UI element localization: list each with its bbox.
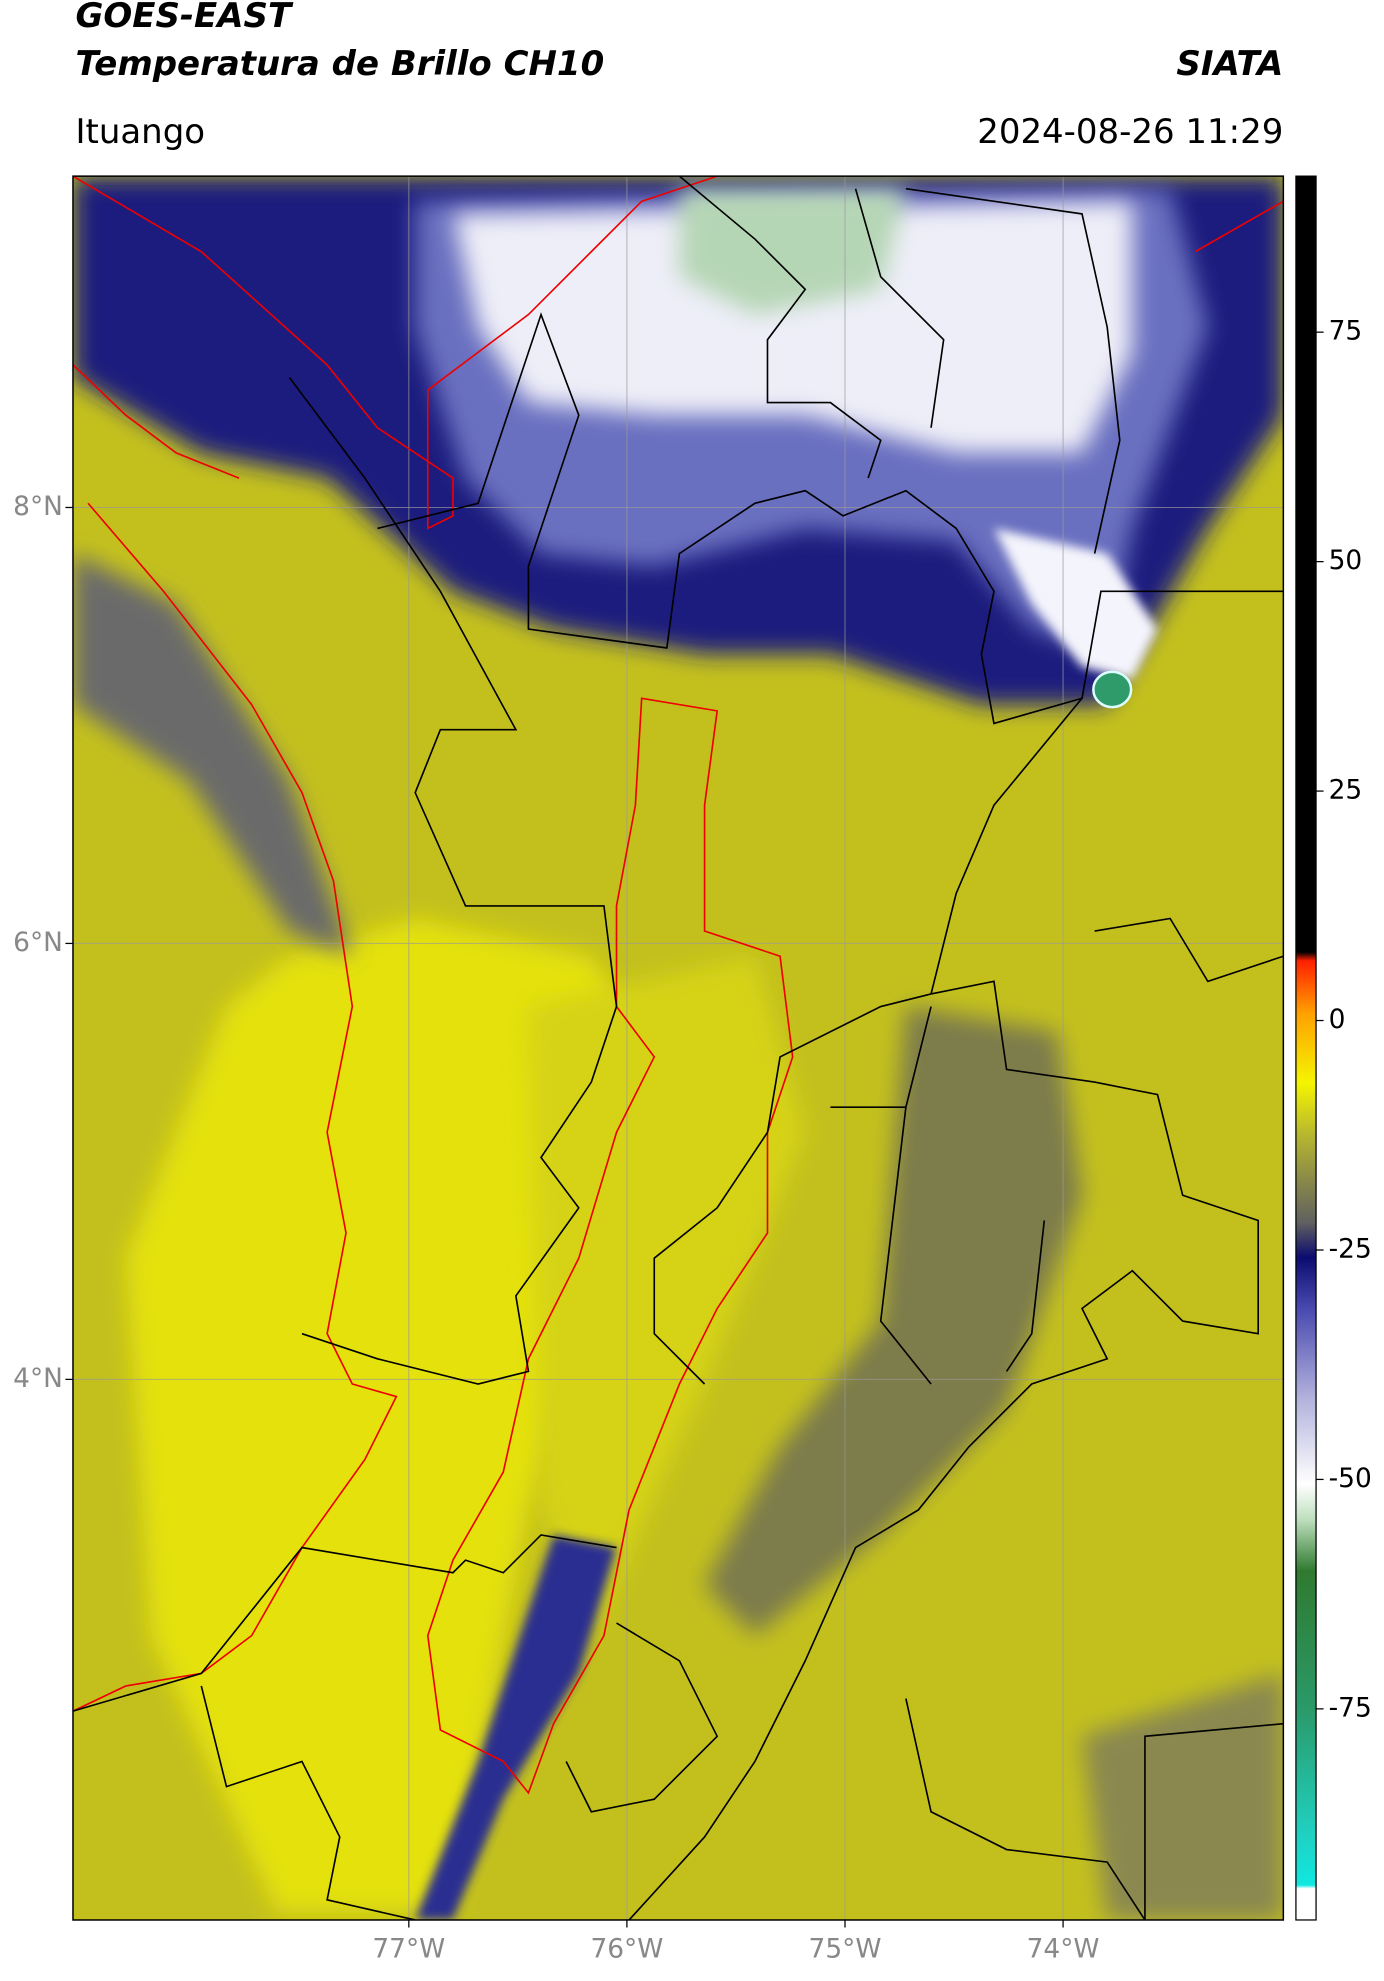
colorbar-tick-label: -50	[1329, 1463, 1372, 1494]
location: Ituango	[75, 112, 205, 152]
map-image	[72, 176, 1284, 1920]
colorbar-tick-label: 75	[1329, 316, 1363, 347]
datetime: 2024-08-26 11:29	[977, 112, 1283, 152]
subtitle: Temperatura de Brillo CH10	[75, 44, 604, 84]
colorbar-tick-label: -75	[1329, 1692, 1372, 1723]
brand: SIATA	[1176, 44, 1283, 84]
lat-tick-label: 4°N	[13, 1363, 63, 1394]
lat-tick-label: 6°N	[13, 927, 63, 958]
map-frame	[72, 175, 1285, 1921]
colorbar-tick-label: 25	[1329, 775, 1363, 806]
lon-tick-label: 77°W	[372, 1934, 445, 1965]
colorbar-tick-label: 50	[1329, 545, 1363, 576]
lon-tick-label: 75°W	[809, 1934, 882, 1965]
colorbar-tick-label: 0	[1329, 1004, 1346, 1035]
title: GOES-EAST	[75, 0, 293, 36]
colorbar	[1295, 175, 1317, 1921]
colorbar-tick-label: -25	[1329, 1233, 1372, 1264]
lat-tick-label: 8°N	[13, 491, 63, 522]
lon-tick-label: 76°W	[590, 1934, 663, 1965]
lon-tick-label: 74°W	[1027, 1934, 1100, 1965]
